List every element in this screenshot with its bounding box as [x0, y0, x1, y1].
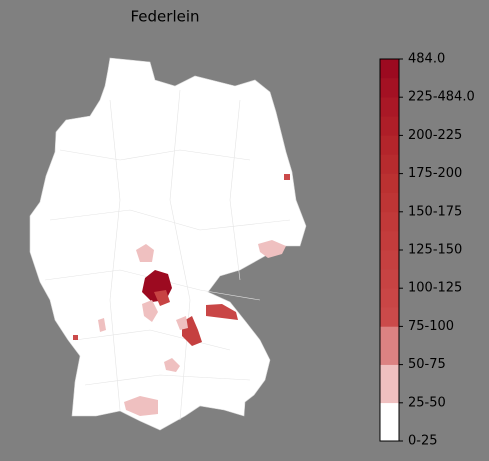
colorbar-label: 0-25	[408, 434, 438, 449]
colorbar-label: 200-225	[408, 128, 462, 143]
region-pink	[164, 358, 180, 372]
colorbar-segment	[380, 307, 399, 327]
region-pink	[98, 318, 106, 332]
colorbar-label: 125-150	[408, 243, 462, 258]
colorbar-label: 100-125	[408, 281, 462, 296]
colorbar-label: 50-75	[408, 357, 446, 372]
germany-map	[29, 57, 307, 431]
colorbar: 0-25 25-50 50-75 75-100 100-125 125-150 150-17…	[379, 52, 475, 449]
colorbar-segment	[380, 364, 399, 384]
colorbar-segment	[380, 211, 399, 232]
colorbar-label: 175-200	[408, 166, 462, 181]
region-pink	[176, 316, 188, 330]
colorbar-segment	[380, 288, 399, 308]
colorbar-label: 75-100	[408, 319, 454, 334]
colorbar-label: 150-175	[408, 204, 462, 219]
colorbar-segment	[380, 345, 399, 365]
region-pink	[258, 240, 286, 258]
colorbar-segment	[380, 192, 399, 213]
colorbar-segment	[380, 269, 399, 289]
region-red	[73, 335, 78, 340]
colorbar-segment	[380, 402, 399, 423]
region-pink	[136, 244, 154, 262]
region-red	[154, 290, 170, 306]
colorbar-segment	[380, 230, 399, 251]
colorbar-segment	[380, 421, 399, 442]
colorbar-segment	[380, 383, 399, 404]
colorbar-segment	[380, 59, 399, 79]
colorbar-segment	[380, 173, 399, 193]
colorbar-segment	[380, 78, 399, 98]
colorbar-segment	[380, 154, 399, 174]
region-pink	[124, 396, 158, 416]
colorbar-segment	[380, 250, 399, 270]
colorbar-label: 484.0	[408, 52, 445, 67]
region-pink	[142, 300, 158, 322]
colorbar-label: 225-484.0	[408, 90, 475, 105]
colorbar-segment	[380, 326, 399, 346]
colorbar-segment	[380, 97, 399, 117]
map-title: Federlein	[130, 8, 199, 26]
colorbar-segment	[380, 135, 399, 155]
colorbar-label: 25-50	[408, 395, 446, 410]
region-red	[284, 174, 290, 180]
colorbar-segment	[380, 116, 399, 136]
region-red	[206, 304, 238, 320]
